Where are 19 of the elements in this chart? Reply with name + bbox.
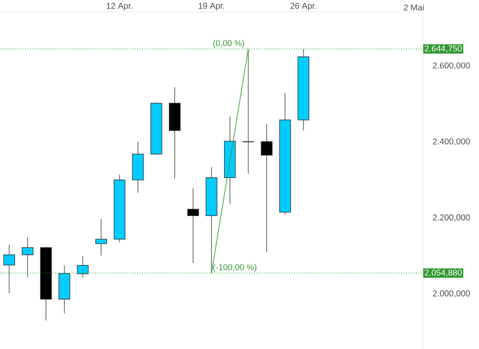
candlestick <box>3 244 16 294</box>
annotation: (-100,00 %) <box>213 264 256 272</box>
candlestick <box>22 236 34 278</box>
x-tick-label: 12 Apr. <box>106 2 132 10</box>
x-tick-label: 19 Apr. <box>198 2 224 10</box>
y-tick-label: 2.600,000 <box>432 62 470 70</box>
candlestick <box>187 188 199 264</box>
y-tick-label: 2.400,000 <box>432 138 470 146</box>
ref-line-label: 2.644,750 <box>424 45 462 52</box>
y-tick-label: 2.200,000 <box>432 214 470 222</box>
annotation: (0,00 %) <box>213 40 244 48</box>
x-tick-label: 2 Mai <box>404 4 424 10</box>
candlestick <box>76 256 89 278</box>
candlestick <box>95 218 107 256</box>
candlestick <box>242 48 254 174</box>
x-tick-label: 26 Apr. <box>290 2 316 10</box>
candlestick <box>260 124 272 253</box>
ref-line-label: 2.054,880 <box>424 270 462 277</box>
y-tick-label: 2.000,000 <box>432 290 470 298</box>
